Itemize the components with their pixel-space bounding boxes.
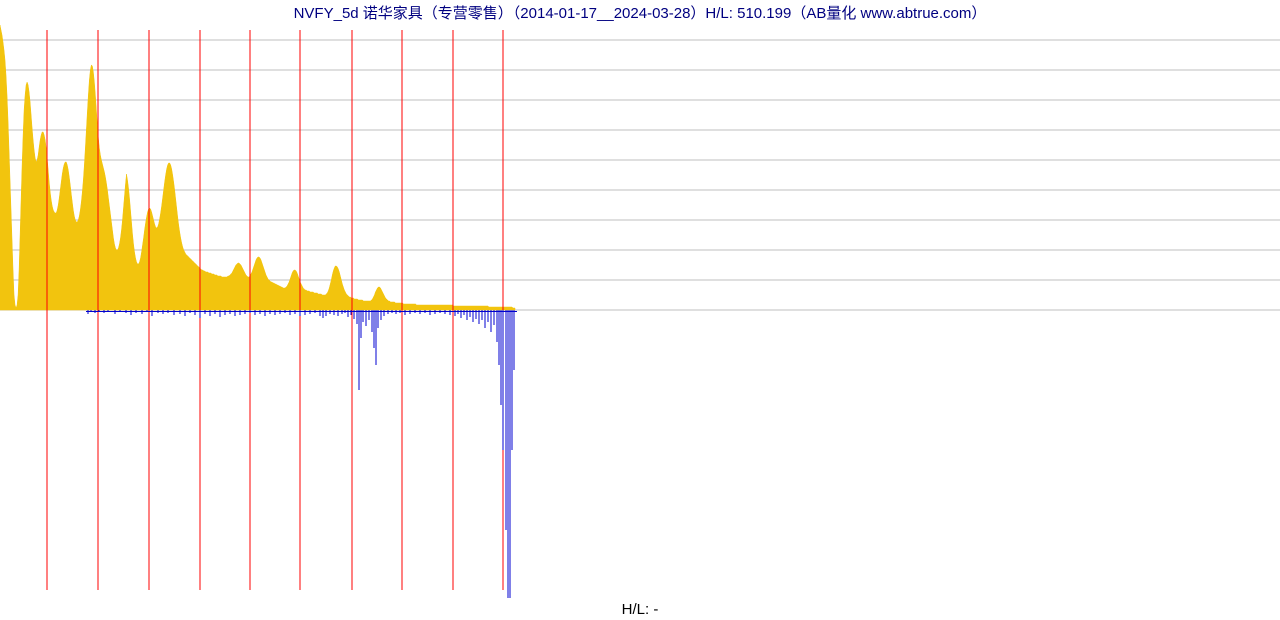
footer-label: H/L: - (0, 601, 1280, 618)
chart-title: NVFY_5d 诺华家具（专营零售）（2014-01-17__2024-03-2… (0, 2, 1280, 23)
stock-chart (0, 22, 1280, 598)
